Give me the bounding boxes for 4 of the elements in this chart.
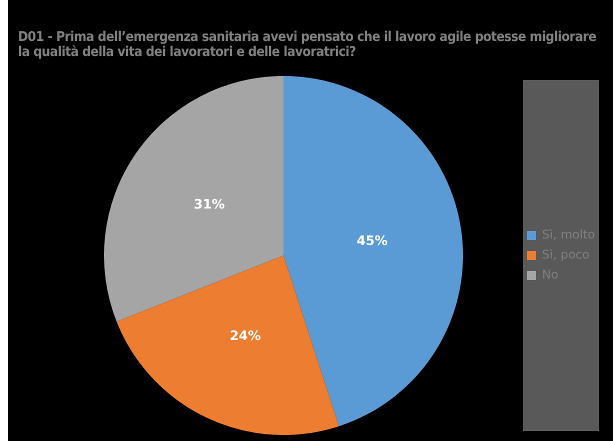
data-label: 24%	[230, 329, 261, 344]
chart-title: D01 - Prima dell’emergenza sanitaria avevi pensato che il lavoro agile potesse migliorare la qualità della vita dei lavoratori e delle lavoratrici?	[18, 29, 598, 60]
data-label: 45%	[356, 234, 388, 249]
data-label: 31%	[194, 197, 225, 212]
